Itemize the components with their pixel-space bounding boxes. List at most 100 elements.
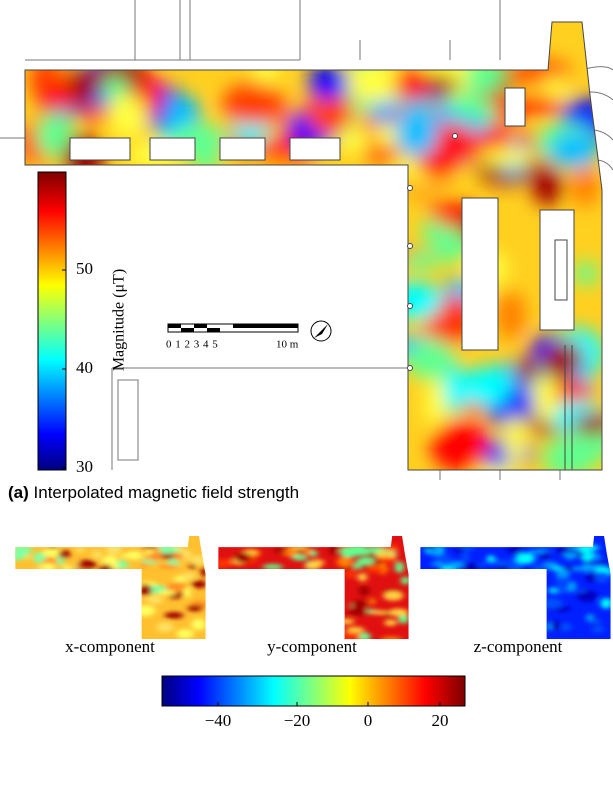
heat-blob [388, 608, 409, 617]
heat-blob [345, 568, 355, 579]
heat-blob [370, 610, 389, 615]
heat-blob [35, 113, 74, 158]
heat-blob [380, 636, 402, 640]
heat-blob [78, 559, 97, 570]
heat-blob [570, 164, 600, 207]
heat-blob [110, 563, 119, 570]
heat-blob [527, 549, 546, 554]
colorbar-ticks [62, 269, 66, 469]
heat-blob [347, 61, 408, 103]
heat-blob [580, 563, 594, 573]
heat-blob [383, 590, 404, 601]
heat-blob [125, 551, 144, 560]
heat-blob [532, 166, 563, 207]
heat-blob [515, 552, 536, 564]
heat-blob [273, 548, 287, 554]
heat-blob [539, 552, 551, 560]
heat-blob [310, 549, 318, 557]
heat-blob [571, 413, 602, 436]
heat-blob [405, 339, 456, 380]
heat-blob [339, 546, 361, 558]
heat-blob [563, 552, 578, 559]
heat-blob [431, 561, 447, 567]
component-colorbar-ticks [217, 702, 441, 706]
heat-blob [234, 552, 251, 563]
compass [310, 320, 332, 342]
heat-blob [58, 549, 71, 559]
heat-blob [222, 82, 285, 126]
heat-blob [394, 106, 438, 158]
caption-text: Interpolated magnetic field strength [34, 483, 300, 502]
heat-blob [149, 551, 163, 562]
colorbar-tick-label: 30 [76, 457, 93, 476]
heat-blob [143, 545, 158, 550]
heat-blob [572, 566, 581, 571]
heat-blob [307, 65, 349, 100]
heat-blob [531, 564, 548, 574]
heat-blob [102, 555, 118, 565]
heat-blob [577, 590, 598, 602]
heat-blob [158, 564, 179, 569]
heat-blob [92, 550, 102, 560]
heat-blob [594, 571, 610, 583]
component-colorbar-tick-label: −40 [205, 711, 232, 730]
colorbar [37, 171, 67, 471]
heat-blob [523, 96, 562, 115]
heat-blob [187, 605, 203, 612]
heat-blob [367, 566, 385, 573]
heat-blob [42, 563, 56, 571]
heat-blob [62, 564, 72, 571]
heat-blob [476, 147, 538, 166]
heat-blob [542, 597, 563, 609]
scale-bar [167, 323, 299, 333]
heat-blob [200, 566, 206, 578]
heat-blob [358, 585, 370, 596]
heat-blob [421, 218, 444, 245]
heat-blob [68, 63, 97, 110]
caption: (a) Interpolated magnetic field strength [8, 483, 299, 502]
heat-blob [424, 544, 436, 550]
heat-blob [105, 546, 122, 556]
heat-blob [377, 557, 397, 563]
component-colorbar-tick-label: −20 [284, 711, 311, 730]
heat-blob [44, 78, 72, 108]
colorbar-tick-label: 40 [76, 358, 93, 377]
heat-blob [310, 559, 325, 566]
component-colorbar-tick-label: 0 [364, 711, 373, 730]
heat-blob [424, 378, 446, 428]
heat-blob [25, 46, 602, 470]
heat-blob [159, 552, 178, 560]
heat-blob [430, 421, 489, 470]
heat-blob [368, 597, 376, 605]
heat-blob [433, 554, 452, 561]
component-label: y-component [267, 637, 357, 656]
heat-blob [337, 618, 355, 625]
heat-blob [190, 555, 206, 566]
heat-blob [15, 541, 206, 639]
component-colorbar-tick-label: 20 [432, 711, 449, 730]
heat-blob [468, 102, 499, 121]
caption-label: (a) [8, 483, 29, 502]
heat-blob [290, 545, 309, 550]
heat-blob [42, 548, 63, 558]
heat-blob [462, 366, 512, 407]
heat-blob [515, 356, 540, 383]
heat-blob [376, 550, 387, 559]
heat-blob [161, 547, 182, 553]
heat-blob [33, 551, 46, 562]
colorbar-tick-label: 50 [76, 259, 93, 278]
heat-blob [345, 626, 365, 633]
heat-blob [591, 625, 604, 633]
heat-blob [505, 547, 515, 552]
heat-blob [15, 552, 26, 561]
heat-blob [401, 250, 439, 271]
heat-blob [462, 562, 480, 571]
heat-blob [359, 547, 371, 555]
heat-blob [490, 559, 509, 566]
heat-blob [148, 594, 163, 605]
floor-outline [24, 21, 603, 471]
component-colorbar [161, 675, 466, 707]
heat-blob [336, 556, 353, 568]
heat-blob [139, 563, 150, 568]
